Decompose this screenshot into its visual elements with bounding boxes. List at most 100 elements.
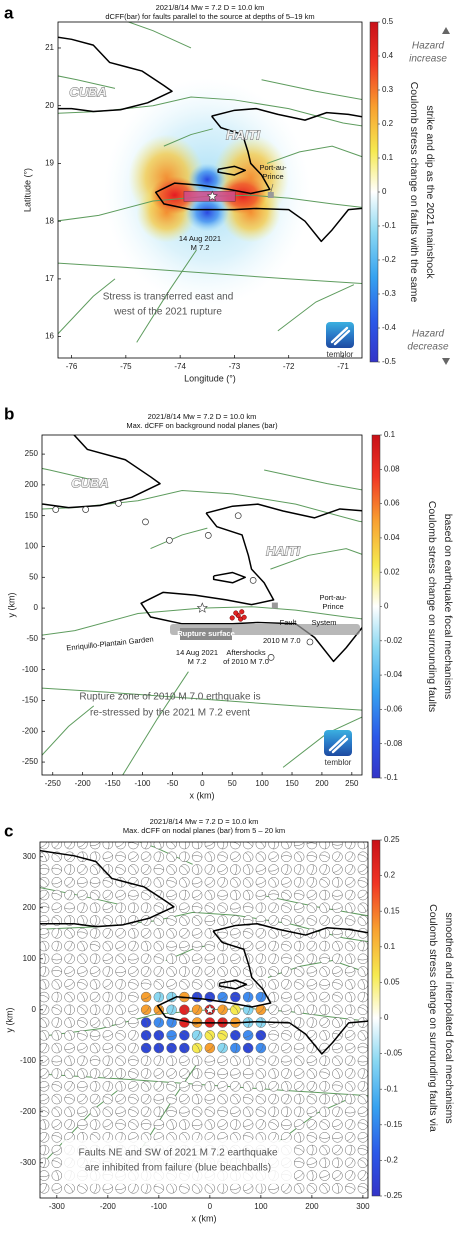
- beachball: [306, 1017, 318, 1028]
- logo-mark: [328, 734, 349, 754]
- colorbar-tick-label: -0.25: [384, 1191, 403, 1200]
- beachball: [281, 915, 292, 926]
- nodal-plane: [244, 942, 253, 950]
- nodal-plane: [143, 916, 149, 926]
- nodal-plane: [192, 1123, 203, 1127]
- beachball: [344, 1055, 356, 1067]
- beachball: [242, 1183, 254, 1194]
- beachball: [140, 940, 152, 952]
- nodal-plane: [120, 1068, 123, 1079]
- x-tick-label: 150: [285, 779, 299, 788]
- beachball: [102, 1055, 114, 1067]
- nodal-plane: [245, 852, 252, 861]
- nodal-plane: [128, 1071, 139, 1076]
- beachball: [332, 851, 343, 863]
- beachball: [230, 928, 241, 939]
- beachball: [344, 979, 356, 990]
- beachball: [115, 928, 126, 939]
- nodal-plane: [116, 1096, 125, 1103]
- nodal-plane: [181, 1043, 188, 1053]
- nodal-plane: [282, 891, 291, 899]
- nodal-plane: [271, 941, 276, 951]
- beachball: [89, 940, 101, 952]
- annotation: System: [311, 618, 336, 627]
- annotation: Rupture surface: [177, 629, 235, 638]
- beachball: [166, 1017, 177, 1028]
- beachball: [204, 1119, 216, 1130]
- beachball: [217, 842, 228, 850]
- nodal-plane: [206, 968, 214, 976]
- beachball: [268, 991, 279, 1003]
- beachball: [140, 902, 152, 914]
- nodal-plane: [207, 851, 213, 862]
- beachball: [217, 1030, 228, 1041]
- beachball: [179, 842, 190, 850]
- beachball: [281, 1055, 292, 1067]
- nodal-plane: [358, 891, 368, 899]
- beachball: [102, 1017, 114, 1028]
- beachball: [179, 966, 190, 977]
- nodal-plane: [358, 1109, 368, 1115]
- nodal-plane: [208, 928, 212, 939]
- beachball: [64, 1093, 75, 1105]
- y-tick-label: 0: [34, 603, 39, 612]
- nodal-plane: [335, 1107, 340, 1117]
- beachball: [102, 1081, 114, 1092]
- nodal-plane: [77, 881, 88, 884]
- beachball: [268, 1119, 279, 1130]
- beachball: [306, 1119, 318, 1130]
- nodal-plane: [157, 992, 161, 1003]
- beachball: [102, 889, 114, 901]
- beachball: [293, 1183, 305, 1194]
- beachball: [40, 966, 50, 977]
- nodal-plane: [358, 1007, 368, 1013]
- beachball: [166, 928, 177, 939]
- nodal-plane: [78, 1095, 87, 1103]
- beachball: [128, 851, 139, 863]
- nodal-plane: [294, 893, 305, 897]
- nodal-plane: [128, 842, 139, 846]
- nodal-plane: [323, 1055, 327, 1066]
- nodal-plane: [335, 1068, 340, 1079]
- nodal-plane: [204, 957, 215, 961]
- annotation: are inhibited from failure (blue beachba…: [85, 1163, 271, 1174]
- colorbar-tick-label: 0: [384, 1013, 389, 1022]
- nodal-plane: [259, 842, 265, 848]
- colorbar-tick-label: -0.06: [384, 705, 403, 714]
- beachball: [102, 1093, 114, 1105]
- x-tick-label: -250: [45, 779, 62, 788]
- beachball: [191, 889, 203, 901]
- nodal-plane: [115, 1122, 126, 1126]
- beachball: [217, 1004, 228, 1016]
- colorbar-tick-label: -0.1: [384, 773, 398, 782]
- annotation: HAITI: [266, 543, 300, 558]
- beachball: [306, 842, 318, 850]
- nodal-plane: [155, 1006, 163, 1014]
- beachball: [77, 1042, 88, 1054]
- nodal-plane: [205, 905, 215, 911]
- beachball: [51, 1042, 63, 1054]
- beachball: [40, 1017, 50, 1028]
- beachball: [281, 902, 292, 914]
- beachball: [268, 1055, 279, 1067]
- beachball: [64, 1004, 75, 1016]
- nodal-plane: [132, 902, 135, 913]
- nodal-plane: [42, 966, 47, 977]
- nodal-plane: [358, 866, 368, 873]
- beachball: [293, 915, 305, 926]
- beachball: [281, 940, 292, 952]
- beachball: [319, 979, 330, 990]
- nodal-plane: [205, 842, 215, 847]
- beachball: [89, 889, 101, 901]
- beachball: [115, 966, 126, 977]
- nodal-plane: [297, 864, 302, 875]
- beachball: [153, 966, 165, 977]
- map: [42, 435, 362, 775]
- beachball: [140, 1119, 152, 1130]
- nodal-plane: [273, 842, 276, 850]
- beachball: [357, 1106, 368, 1118]
- nodal-plane: [258, 1043, 264, 1053]
- nodal-plane: [66, 1184, 73, 1193]
- nodal-plane: [52, 1084, 62, 1089]
